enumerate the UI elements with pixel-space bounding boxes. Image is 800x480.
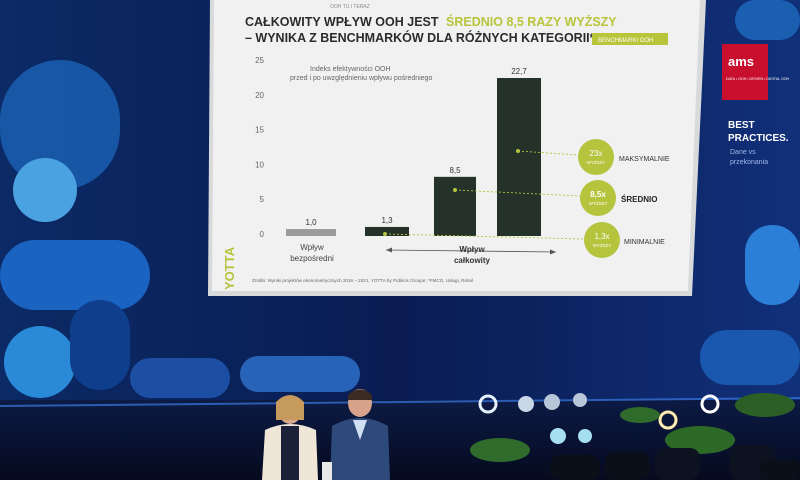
bar — [365, 226, 409, 236]
ring-lights — [478, 393, 720, 444]
circle-avg: 8,5x WYŻSZY ŚREDNIO — [580, 180, 657, 216]
y-tick-label: 0 — [260, 230, 265, 239]
category-total-line1: Wpływ — [459, 245, 485, 254]
presenter-woman — [262, 395, 318, 480]
circle-min-value: 1,3x — [594, 232, 609, 241]
category-total-line2: całkowity — [454, 256, 491, 265]
circle-avg-sub: WYŻSZY — [589, 200, 608, 206]
yotta-logo: YOTTA — [222, 246, 237, 290]
decorative-shapes-right — [700, 0, 800, 385]
category-direct-line1: Wpływ — [300, 243, 324, 252]
y-tick-label: 5 — [260, 195, 265, 204]
benchmark-tag — [592, 33, 668, 45]
slide-header-small: OOH TU I TERAZ — [330, 4, 370, 10]
bar-chart: 0 5 10 15 20 25 1,0 1,3 8,5 22,7 — [255, 56, 541, 239]
bar — [434, 176, 476, 236]
side-sub-line2: przekonania — [730, 159, 768, 166]
bar-value-label: 8,5 — [449, 166, 461, 175]
presenter-man — [330, 389, 390, 480]
chart-note-line2: przed i po uwzględnieniu wpływu pośredni… — [290, 75, 433, 82]
benchmark-tag-label: BENCHMARKI OOH — [598, 38, 653, 44]
slide-source: Źródło: Wyniki projektów ekonometrycznyc… — [252, 277, 473, 283]
ams-logo-box — [722, 44, 768, 100]
circle-min-label: MINIMALNIE — [624, 239, 665, 246]
y-tick-label: 25 — [255, 56, 264, 65]
circle-min-sub: WYŻSZY — [593, 242, 612, 248]
slide-background — [212, 0, 700, 291]
stage-chairs — [550, 445, 800, 480]
slide-title-line1: CAŁKOWITY WPŁYW OOH JEST ŚREDNIO 8,5 RAZ… — [245, 14, 617, 29]
y-tick-label: 10 — [255, 160, 264, 169]
connector-min — [384, 233, 585, 240]
total-impact-arrow — [385, 249, 557, 253]
best-practices-line1: BEST — [728, 120, 755, 131]
decorative-shapes-left — [0, 60, 360, 398]
y-tick-label: 20 — [255, 91, 264, 100]
ams-logo-sub: DATA • OOH • DRIVEN • DIGITAL OOH — [726, 77, 790, 81]
chart-note-line1: Indeks efektywności OOH — [310, 66, 391, 73]
category-direct-line2: bezpośredni — [290, 254, 334, 263]
slide-title-line2: – WYNIKA Z BENCHMARKÓW DLA RÓŻNYCH KATEG… — [245, 30, 595, 45]
circle-max-label: MAKSYMALNIE — [619, 156, 670, 163]
bar-value-label: 1,0 — [305, 218, 317, 227]
ams-logo-text: ams — [728, 54, 754, 69]
circle-max-value: 23x — [590, 149, 603, 158]
stage-plants — [470, 393, 795, 462]
bar — [286, 229, 336, 236]
circle-max-sub: WYŻSZY — [587, 159, 606, 165]
circle-max: 23x WYŻSZY MAKSYMALNIE — [578, 139, 670, 175]
circle-avg-label: ŚREDNIO — [621, 195, 657, 204]
bar — [497, 78, 541, 237]
side-sub-line1: Dane vs — [730, 149, 756, 156]
connector-avg — [454, 189, 581, 197]
circle-avg-value: 8,5x — [590, 190, 606, 199]
best-practices-line2: PRACTICES. — [728, 133, 789, 144]
microphone-stand — [322, 462, 332, 480]
bar-value-label: 1,3 — [381, 216, 393, 225]
slide — [208, 0, 706, 296]
side-panel: ams DATA • OOH • DRIVEN • DIGITAL OOH BE… — [722, 44, 790, 166]
y-tick-label: 15 — [255, 126, 264, 135]
bar-value-label: 22,7 — [511, 67, 527, 76]
circle-min: 1,3x WYŻSZY MINIMALNIE — [584, 222, 665, 258]
